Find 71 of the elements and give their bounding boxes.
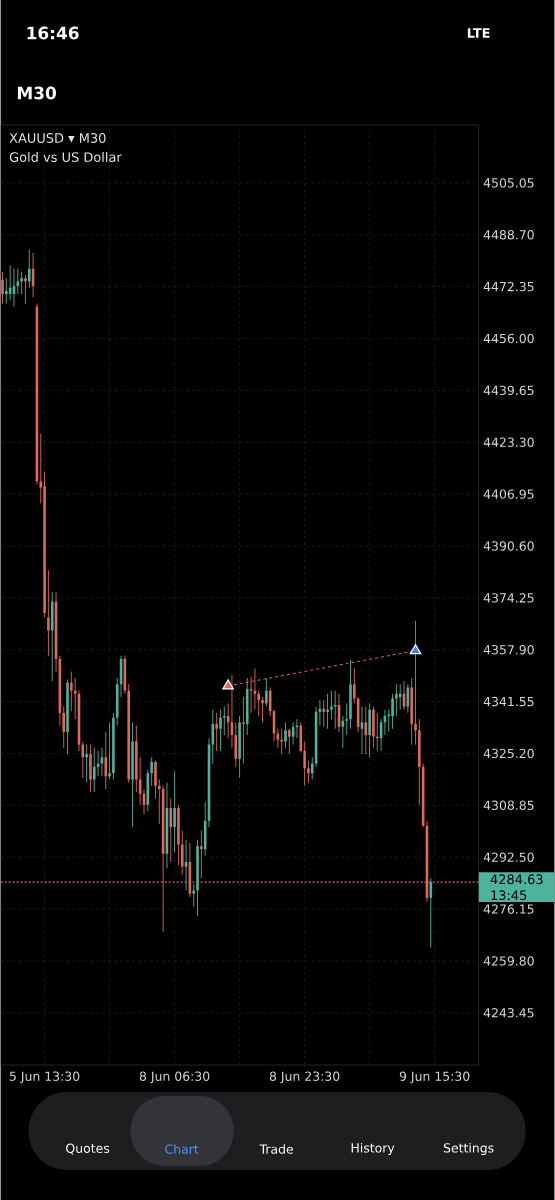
text: Settings	[443, 1142, 494, 1156]
text: 16:46	[27, 26, 79, 40]
y-tick-label: 4406.95	[483, 489, 534, 499]
candlestick	[215, 712, 219, 752]
candlestick	[181, 829, 184, 876]
candlestick	[307, 759, 310, 784]
y-tick-label: 4488.70	[483, 230, 534, 240]
y-tick-label: 4472.35	[483, 281, 534, 292]
candlestick	[345, 702, 349, 736]
y-tick-label: 4374.25	[483, 593, 534, 603]
text: M30	[18, 86, 57, 100]
y-tick-label: 4243.45	[483, 1008, 534, 1018]
candlestick	[333, 690, 337, 730]
candlestick	[70, 671, 73, 712]
text: LTE	[467, 28, 490, 38]
candlestick	[330, 690, 333, 720]
candlestick	[219, 709, 222, 752]
y-tick-label: 4292.50	[483, 852, 534, 862]
candlestick	[108, 721, 111, 780]
text: Trade	[259, 1144, 294, 1154]
candlestick	[395, 683, 398, 717]
candlestick	[223, 706, 226, 736]
text: XAUUSD ▾ M30	[9, 133, 106, 143]
candlestick	[173, 771, 176, 853]
candlestick	[47, 569, 50, 657]
candlestick	[322, 699, 326, 727]
candlestick	[169, 798, 173, 863]
y-tick-label: 4259.80	[483, 956, 534, 966]
text: Chart	[165, 1144, 199, 1154]
y-tick-label: 4505.05	[483, 178, 534, 188]
candlestick	[192, 883, 196, 907]
candlestick	[242, 696, 245, 765]
y-tick-label: 4325.20	[483, 748, 534, 759]
candlestick	[5, 277, 8, 305]
candlestick	[284, 721, 287, 749]
text: Quotes	[66, 1143, 110, 1155]
candlestick	[93, 747, 96, 793]
candlestick	[85, 744, 89, 784]
text: Gold vs US Dollar	[9, 151, 122, 163]
candlestick	[154, 759, 157, 799]
candlestick	[414, 620, 417, 746]
candlestick	[104, 731, 108, 790]
y-tick-label: 4456.00	[483, 333, 534, 344]
x-tick-label: 9 Jun 15:30	[399, 1071, 470, 1084]
candlestick	[326, 693, 329, 730]
text: History	[351, 1142, 395, 1156]
x-tick-label: 8 Jun 06:30	[139, 1071, 210, 1084]
x-tick-label: 8 Jun 23:30	[269, 1071, 340, 1084]
ref-line-label: 4284.63	[490, 874, 543, 885]
y-tick-label: 4276.15	[483, 904, 534, 914]
y-tick-label: 4390.60	[483, 541, 534, 551]
candlestick	[288, 728, 291, 755]
candlestick	[28, 249, 31, 289]
candlestick	[391, 693, 394, 730]
candlestick	[20, 271, 24, 295]
x-tick-label: 5 Jun 13:30	[10, 1071, 80, 1084]
y-tick-label: 4423.30	[483, 437, 534, 447]
candlestick	[303, 740, 306, 787]
candlestick	[364, 706, 368, 755]
text: 13:45	[491, 890, 527, 901]
candlestick	[150, 756, 154, 787]
candlestick	[24, 274, 27, 305]
y-tick-label: 4439.65	[483, 385, 534, 396]
candlestick	[399, 683, 402, 711]
y-tick-label: 4357.90	[483, 645, 534, 655]
y-tick-label: 4308.85	[483, 800, 534, 811]
candlestick	[200, 829, 203, 879]
y-tick-label: 4341.55	[483, 696, 534, 707]
candlestick	[1, 271, 4, 305]
candlestick	[261, 696, 264, 723]
candlestick	[265, 677, 268, 707]
